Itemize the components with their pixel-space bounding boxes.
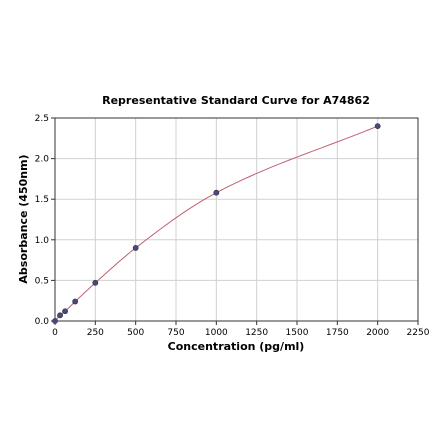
x-tick-label: 2250 xyxy=(407,328,430,338)
data-point xyxy=(72,298,79,305)
y-tick-label: 1.0 xyxy=(35,236,50,246)
y-tick-label: 0.0 xyxy=(35,317,50,327)
data-point xyxy=(92,279,99,286)
grid-lines xyxy=(54,117,419,322)
x-tick-label: 750 xyxy=(167,328,184,338)
x-tick-label: 1500 xyxy=(286,328,309,338)
y-tick-label: 0.5 xyxy=(35,276,49,286)
plot-area-frame xyxy=(54,117,419,322)
data-point xyxy=(213,189,220,196)
x-tick-label: 2000 xyxy=(366,328,389,338)
x-tick-label: 0 xyxy=(52,328,58,338)
x-axis-label: Concentration (pg/ml) xyxy=(168,340,305,353)
y-tick-label: 2.5 xyxy=(35,114,49,124)
x-tick-label: 1250 xyxy=(245,328,268,338)
data-points xyxy=(52,123,381,324)
y-axis-label: Absorbance (450nm) xyxy=(17,154,30,283)
y-tick-label: 1.5 xyxy=(35,195,49,205)
data-point xyxy=(52,318,58,324)
data-point xyxy=(132,245,139,251)
y-tick-label: 2.0 xyxy=(35,155,50,165)
x-tick-label: 1750 xyxy=(326,328,349,338)
x-tick-label: 500 xyxy=(127,328,144,338)
y-axis-ticks: 0.0 0.5 1.0 1.5 2.0 2.5 xyxy=(35,114,55,327)
x-axis-ticks: 0 250 500 750 1000 1250 1500 1750 2000 2250 xyxy=(52,321,430,338)
data-point xyxy=(57,312,63,319)
data-point xyxy=(374,123,381,130)
chart-title: Representative Standard Curve for A74862 xyxy=(102,94,370,107)
data-point xyxy=(62,308,68,315)
x-tick-label: 250 xyxy=(87,328,104,338)
x-tick-label: 1000 xyxy=(205,328,228,338)
